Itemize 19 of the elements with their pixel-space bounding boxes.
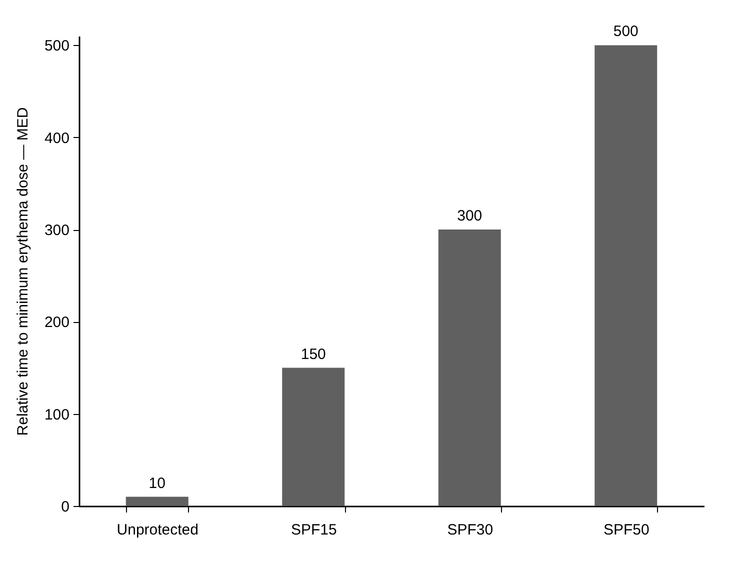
x-tick-label: Unprotected xyxy=(116,522,198,538)
y-tick-label: 0 xyxy=(61,498,70,516)
x-tick-label: SPF15 xyxy=(290,522,337,538)
y-tick-label: 200 xyxy=(44,314,70,332)
y-tick-label: 100 xyxy=(44,406,70,424)
y-tick-label: 300 xyxy=(44,222,70,240)
bar xyxy=(594,45,658,506)
bar xyxy=(126,496,188,506)
y-tick-label: 500 xyxy=(44,38,70,55)
data-label: 300 xyxy=(457,208,482,225)
data-label: 150 xyxy=(300,346,326,363)
bar xyxy=(282,368,345,506)
data-label: 500 xyxy=(613,23,638,40)
x-tick-label: SPF30 xyxy=(447,522,494,538)
x-tick-label: SPF50 xyxy=(603,522,650,538)
data-label: 10 xyxy=(148,474,166,492)
bar xyxy=(438,230,501,506)
y-tick-label: 400 xyxy=(44,130,70,147)
y-axis-title: Relative time to minimum erythema dose — MED xyxy=(14,107,32,436)
